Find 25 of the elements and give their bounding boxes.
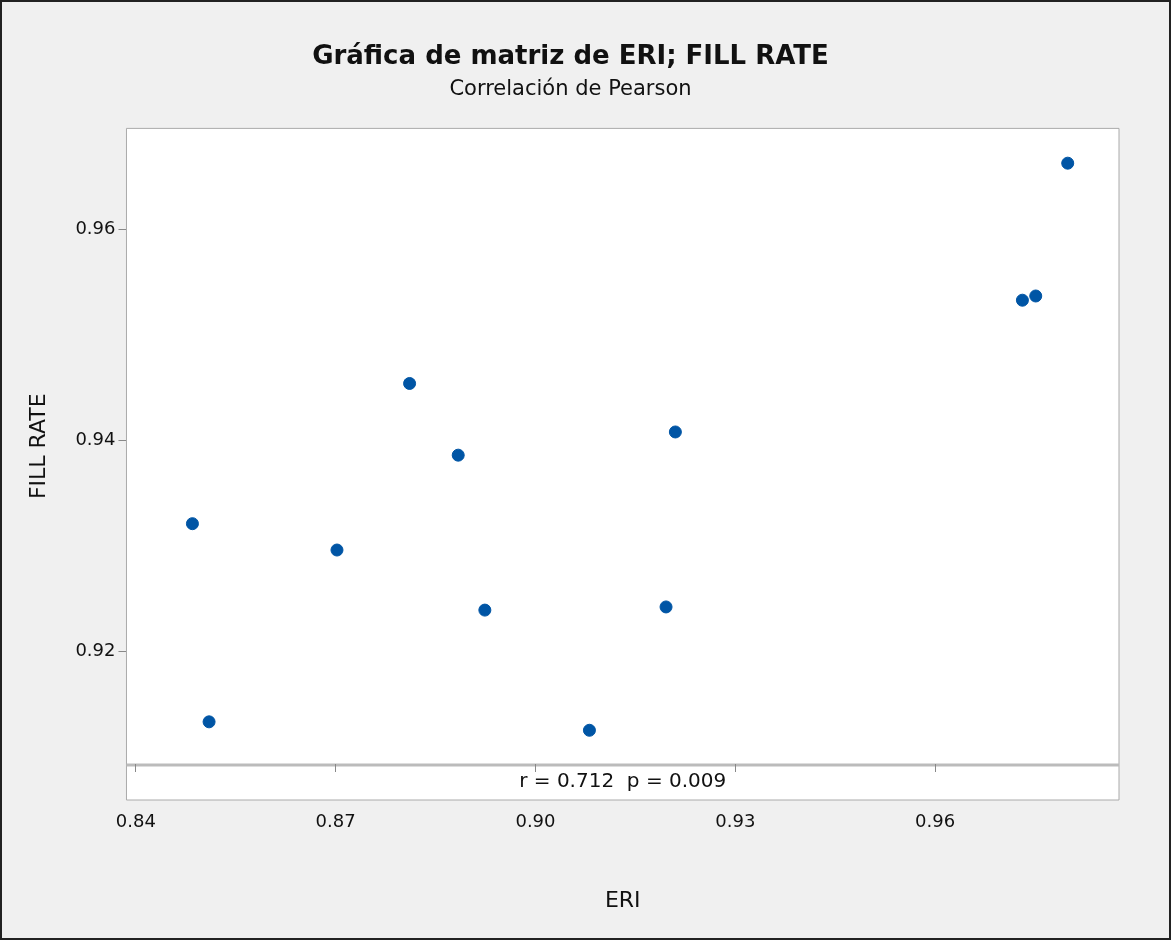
text: r = 0.712 p = 0.009 bbox=[519, 768, 727, 793]
point bbox=[478, 603, 492, 617]
x-tick-label: 0.90 bbox=[515, 810, 556, 832]
x-axis-title: ERI bbox=[604, 886, 641, 912]
point bbox=[202, 715, 216, 729]
x-tick-label: 0.96 bbox=[915, 810, 956, 832]
y-axis-title: FILL RATE bbox=[24, 393, 50, 500]
point bbox=[1029, 289, 1043, 303]
x-tick-label: 0.84 bbox=[115, 810, 156, 832]
point bbox=[582, 723, 596, 737]
point bbox=[185, 517, 199, 531]
y-tick-label: 0.94 bbox=[75, 428, 116, 450]
point bbox=[330, 543, 344, 557]
y-tick-label: 0.92 bbox=[75, 638, 116, 660]
chart-title: Gráfica de matriz de ERI; FILL RATE bbox=[312, 40, 829, 71]
x-tick-label: 0.87 bbox=[315, 810, 356, 832]
point bbox=[1061, 156, 1075, 170]
point bbox=[659, 600, 673, 614]
point bbox=[668, 425, 682, 439]
point bbox=[403, 376, 417, 390]
point bbox=[451, 448, 465, 462]
y-tick-label: 0.96 bbox=[75, 217, 116, 239]
x-tick-label: 0.93 bbox=[715, 810, 756, 832]
point bbox=[1015, 293, 1029, 307]
chart-subtitle: Correlación de Pearson bbox=[449, 76, 692, 101]
